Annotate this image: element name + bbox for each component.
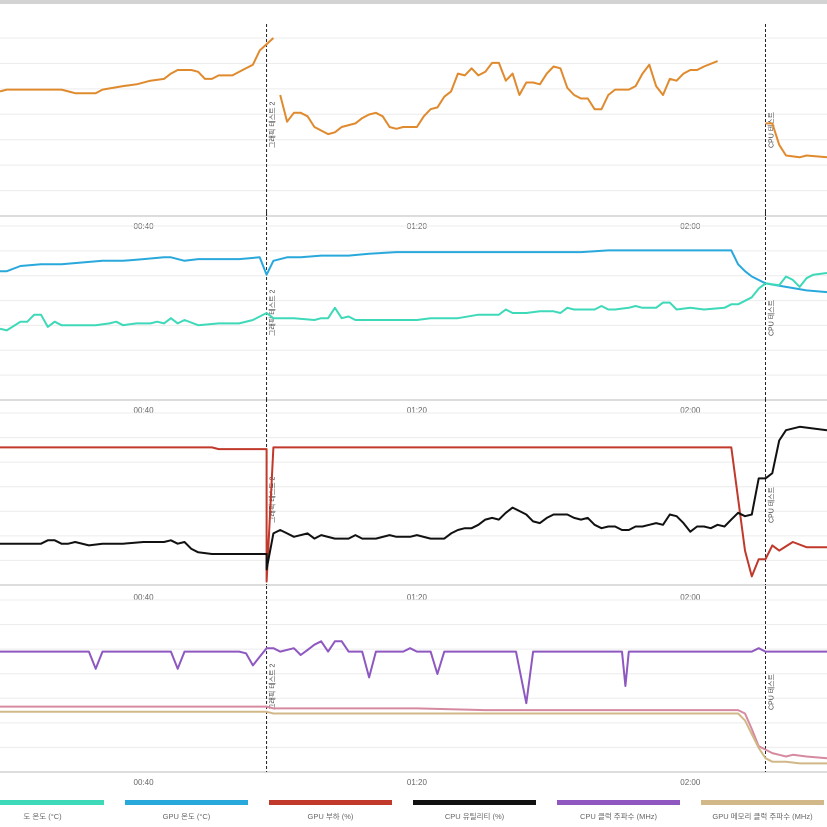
x-tick-label: 02:00 — [680, 778, 701, 787]
x-tick-label: 00:40 — [134, 593, 155, 602]
series-line-black — [0, 425, 827, 571]
event-marker-label: 그래픽 테스트 2 — [268, 476, 277, 523]
legend-label: GPU 메모리 클럭 주파수 (MHz) — [712, 812, 813, 821]
event-marker-label: 그래픽 테스트 2 — [268, 101, 277, 148]
legend-swatch — [0, 800, 104, 805]
legend-swatch — [701, 800, 824, 805]
legend-swatch — [125, 800, 248, 805]
legend-label: GPU 부하 (%) — [307, 812, 354, 821]
x-tick-label: 00:40 — [134, 778, 155, 787]
x-tick-label: 02:00 — [680, 406, 701, 415]
series-line-cyan — [0, 272, 827, 332]
legend-label: CPU 유틸리티 (%) — [444, 812, 505, 821]
x-tick-label: 01:20 — [407, 593, 428, 602]
legend-label: GPU 온도 (°C) — [162, 812, 211, 821]
series-line-pink — [0, 705, 827, 760]
series-line-red — [0, 446, 827, 583]
panel-3: 00:40 01:20 02:00 그래픽 테스트 2 CPU 테스트 — [0, 399, 827, 602]
legend-swatch — [269, 800, 392, 805]
legend-swatch — [413, 800, 536, 805]
x-tick-label: 01:20 — [407, 778, 428, 787]
legend-label: 도 온도 (°C) — [23, 812, 62, 821]
series-line-blue — [0, 249, 827, 294]
legend-label: CPU 클럭 주파수 (MHz) — [580, 812, 657, 821]
series-line-orange — [0, 37, 827, 159]
legend: 도 온도 (°C) GPU 온도 (°C) GPU 부하 (%) CPU 유틸리티 (… — [0, 800, 827, 827]
panel-4: 00:40 01:20 02:00 그래픽 테스트 2 CPU 테스트 — [0, 586, 827, 787]
top-scrollbar[interactable] — [0, 0, 827, 4]
legend-swatch — [557, 800, 680, 805]
event-marker-label: CPU 테스트 — [767, 111, 775, 148]
panel-2: 00:40 01:20 02:00 그래픽 테스트 2 CPU 테스트 — [0, 212, 827, 415]
x-tick-label: 01:20 — [407, 406, 428, 415]
series-line-tan — [0, 710, 827, 765]
series-line-purple — [0, 640, 827, 705]
event-marker-label: CPU 테스트 — [767, 299, 775, 336]
event-marker-label: 그래픽 테스트 2 — [268, 663, 277, 710]
event-marker-label: 그래픽 테스트 2 — [268, 289, 277, 336]
event-marker-label: CPU 테스트 — [767, 486, 775, 523]
chart-area: 00:40 01:20 02:00 그래픽 테스트 2 CPU 테스트 00:40 01:2… — [0, 24, 827, 787]
event-marker-label: CPU 테스트 — [767, 673, 775, 710]
x-tick-label: 02:00 — [680, 593, 701, 602]
x-tick-label: 00:40 — [134, 406, 155, 415]
